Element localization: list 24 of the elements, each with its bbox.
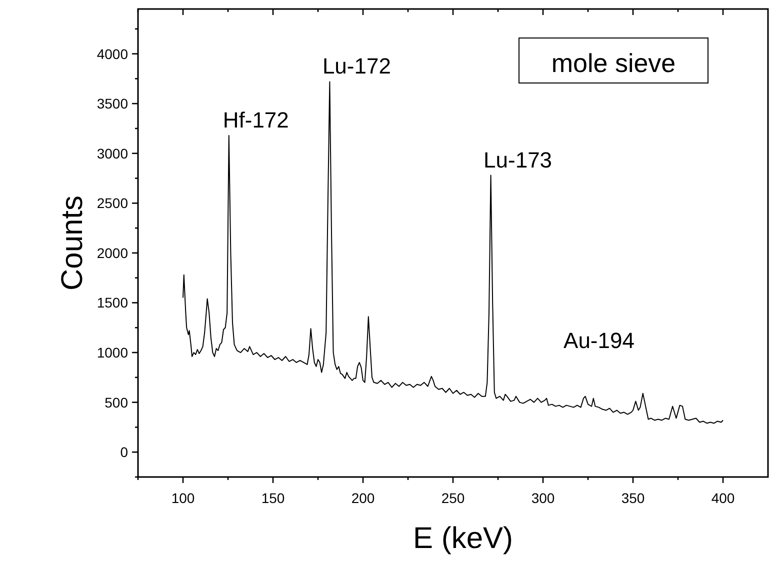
y-tick-label: 2500 bbox=[96, 195, 128, 212]
annotation: Lu-173 bbox=[484, 147, 552, 172]
y-tick-label: 3000 bbox=[96, 145, 128, 162]
y-tick-label: 3500 bbox=[96, 96, 128, 112]
x-tick-label: 300 bbox=[531, 490, 555, 506]
annotation: Lu-172 bbox=[322, 54, 391, 79]
y-axis-title: Counts bbox=[56, 195, 89, 291]
x-tick-label: 200 bbox=[351, 490, 375, 506]
text: mole sieve bbox=[551, 48, 676, 78]
x-tick-label: 150 bbox=[261, 490, 285, 506]
y-tick-label: 2000 bbox=[96, 244, 128, 261]
x-tick-label: 350 bbox=[621, 490, 645, 506]
y-tick-label: 500 bbox=[104, 394, 128, 410]
y-tick-label: 0 bbox=[120, 444, 128, 460]
y-tick-label: 4000 bbox=[96, 46, 128, 62]
annotation: Au-194 bbox=[564, 328, 634, 353]
x-axis-title: E (keV) bbox=[412, 522, 514, 555]
y-tick-label: 1500 bbox=[96, 294, 128, 311]
x-tick-label: 100 bbox=[171, 490, 195, 506]
line-series bbox=[182, 81, 724, 424]
x-tick-label: 250 bbox=[441, 490, 465, 506]
y-tick-label: 1000 bbox=[96, 344, 128, 361]
x-tick-label: 400 bbox=[711, 490, 735, 506]
annotation: Hf-172 bbox=[222, 107, 289, 132]
